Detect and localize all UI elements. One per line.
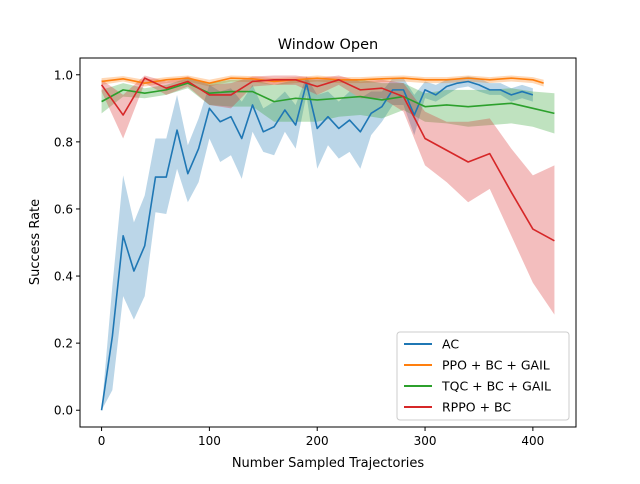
rppo-bc-line [100, 77, 555, 242]
x-tick-label: 100 [198, 434, 221, 448]
series-lines [100, 77, 555, 411]
legend-box [396, 331, 570, 421]
y-tick-label: 0.6 [54, 202, 73, 216]
y-tick-label: 0.0 [54, 404, 73, 418]
y-tick-label: 0.8 [54, 135, 73, 149]
legend: AC PPO + BC + GAIL TQC + BC + GAIL RPPO + B… [396, 331, 570, 421]
tqc-bc-gail-band [101, 78, 555, 134]
legend-label-ppo-bc-gail: PPO + BC + GAIL [442, 358, 550, 373]
confidence-bands [101, 75, 555, 411]
tqc-bc-gail-line [101, 82, 555, 115]
chart-title: Window Open [278, 37, 379, 53]
legend-label-ac: AC [442, 337, 459, 352]
x-tick-label: 400 [521, 434, 544, 448]
ppo-bc-gail-band [101, 75, 544, 87]
ppo-bc-gail-line [101, 77, 544, 84]
legend-label-rppo-bc: RPPO + BC [442, 400, 511, 415]
y-tick-label: 0.4 [54, 270, 73, 284]
y-axis-label: Success Rate [28, 199, 43, 285]
x-tick-label: 0 [98, 434, 106, 448]
plot-frame [79, 57, 577, 428]
x-axis-label: Number Sampled Trajectories [232, 456, 425, 471]
x-tick-label: 300 [414, 434, 437, 448]
legend-label-tqc-bc-gail: TQC + BC + GAIL [441, 379, 551, 394]
y-tick-label: 0.2 [54, 337, 73, 351]
rppo-bc-band [101, 75, 555, 315]
ac-band [101, 76, 533, 411]
y-tick-label: 1.0 [54, 68, 73, 82]
x-tick-label: 200 [306, 434, 329, 448]
x-axis-ticks: 0 100 200 300 400 [98, 427, 544, 448]
y-axis-ticks: 0.0 0.2 0.4 0.6 0.8 1.0 [54, 68, 80, 418]
ac-line [100, 80, 534, 411]
